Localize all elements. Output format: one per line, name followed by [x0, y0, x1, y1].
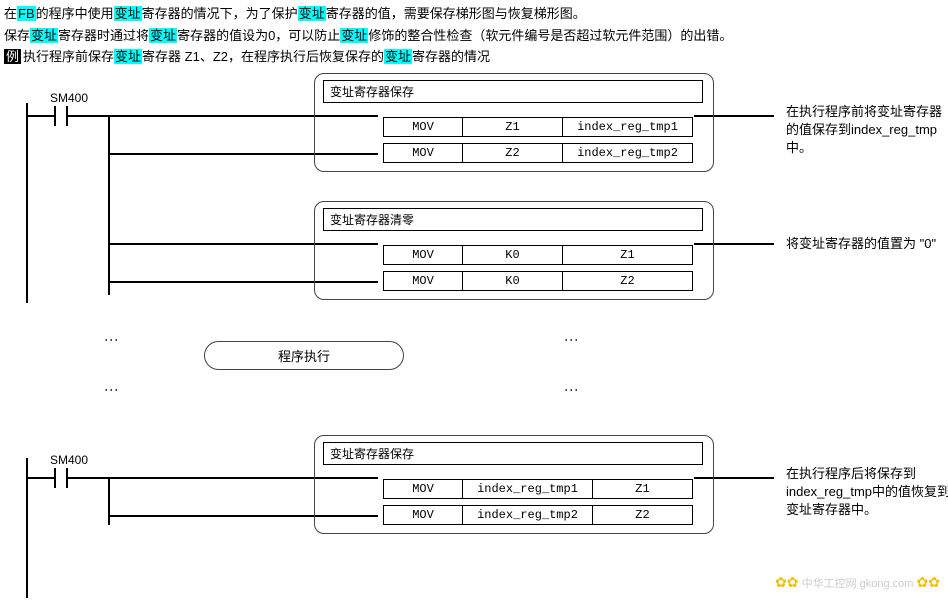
- wire: [108, 115, 110, 295]
- ladder-diagram: SM400 变址寄存器保存 MOV Z1 index_reg_tmp1 MOV …: [4, 73, 944, 593]
- instruction-row: MOV index_reg_tmp2 Z2: [383, 505, 705, 525]
- watermark: ✿✿ 中华工控网 gkong.com ✿✿: [775, 574, 940, 591]
- hl: 变址: [149, 28, 177, 43]
- instruction-row: MOV Z1 index_reg_tmp1: [383, 117, 705, 137]
- t: 寄存器 Z1、Z2，在程序执行后恢复保存的: [142, 49, 384, 64]
- op: MOV: [383, 271, 463, 291]
- dst: Z2: [563, 271, 693, 291]
- contact-label-sm400: SM400: [50, 453, 88, 467]
- annotation: 在执行程序前将变址寄存器的值保存到index_reg_tmp中。: [786, 103, 948, 158]
- t: 寄存器的值，需要保存梯形图与恢复梯形图。: [326, 6, 586, 21]
- hl: 变址: [340, 28, 368, 43]
- dst: index_reg_tmp2: [563, 143, 693, 163]
- t: 寄存器的情况下，为了保护: [142, 6, 298, 21]
- wire: [28, 115, 54, 117]
- intro-line-1: 在FB的程序中使用变址寄存器的情况下，为了保护变址寄存器的值，需要保存梯形图与恢…: [4, 4, 944, 24]
- t: 寄存器的值设为0，可以防止: [177, 28, 340, 43]
- wire: [68, 477, 108, 479]
- contact-label-sm400: SM400: [50, 91, 88, 105]
- src: K0: [463, 271, 563, 291]
- left-rail: [26, 458, 28, 598]
- dst: Z2: [593, 505, 693, 525]
- t: 在: [4, 6, 17, 21]
- op: MOV: [383, 479, 463, 499]
- instruction-row: MOV K0 Z1: [383, 245, 705, 265]
- hl: 变址: [30, 28, 58, 43]
- group-restore: 变址寄存器保存 MOV index_reg_tmp1 Z1 MOV index_…: [314, 435, 714, 534]
- ellipsis: ⋮: [564, 333, 580, 351]
- hl: FB: [17, 6, 36, 21]
- ellipsis: ⋮: [104, 383, 120, 401]
- group-title: 变址寄存器保存: [323, 442, 703, 465]
- intro-line-2: 保存变址寄存器时通过将变址寄存器的值设为0，可以防止变址修饰的整合性检查（软元件…: [4, 26, 944, 46]
- group-title: 变址寄存器保存: [323, 80, 703, 103]
- t: 的程序中使用: [36, 6, 114, 21]
- annotation: 在执行程序后将保存到index_reg_tmp中的值恢复到变址寄存器中。: [786, 465, 948, 520]
- annotation: 将变址寄存器的值置为 "0": [786, 235, 948, 253]
- op: MOV: [383, 245, 463, 265]
- instruction-row: MOV Z2 index_reg_tmp2: [383, 143, 705, 163]
- gear-icon: ✿: [775, 574, 787, 591]
- exec-box: 程序执行: [204, 341, 404, 370]
- dst: Z1: [563, 245, 693, 265]
- wire: [28, 477, 54, 479]
- contact-sm400: [54, 106, 68, 126]
- instruction-row: MOV index_reg_tmp1 Z1: [383, 479, 705, 499]
- op: MOV: [383, 117, 463, 137]
- group-save: 变址寄存器保存 MOV Z1 index_reg_tmp1 MOV Z2 ind…: [314, 73, 714, 172]
- t: 执行程序前保存: [23, 49, 114, 64]
- wire: [108, 477, 110, 525]
- group-clear: 变址寄存器清零 MOV K0 Z1 MOV K0 Z2: [314, 201, 714, 300]
- src: index_reg_tmp2: [463, 505, 593, 525]
- gear-icon: ✿: [917, 574, 929, 591]
- hl: 变址: [298, 6, 326, 21]
- op: MOV: [383, 505, 463, 525]
- watermark-text: 中华工控网 gkong.com: [802, 578, 914, 590]
- wire: [68, 115, 108, 117]
- gear-icon: ✿: [928, 574, 940, 591]
- t: 寄存器时通过将: [58, 28, 149, 43]
- op: MOV: [383, 143, 463, 163]
- dst: index_reg_tmp1: [563, 117, 693, 137]
- hl: 变址: [384, 49, 412, 64]
- t: 保存: [4, 28, 30, 43]
- hl: 变址: [114, 6, 142, 21]
- src: index_reg_tmp1: [463, 479, 593, 499]
- group-title: 变址寄存器清零: [323, 208, 703, 231]
- src: Z1: [463, 117, 563, 137]
- ellipsis: ⋮: [104, 333, 120, 351]
- t: 寄存器的情况: [412, 49, 490, 64]
- hl: 变址: [114, 49, 142, 64]
- dst: Z1: [593, 479, 693, 499]
- contact-sm400: [54, 468, 68, 488]
- intro-line-3: 例执行程序前保存变址寄存器 Z1、Z2，在程序执行后恢复保存的变址寄存器的情况: [4, 47, 944, 67]
- gear-icon: ✿: [787, 574, 799, 591]
- example-tag: 例: [4, 49, 21, 64]
- instruction-row: MOV K0 Z2: [383, 271, 705, 291]
- left-rail: [26, 103, 28, 303]
- src: K0: [463, 245, 563, 265]
- src: Z2: [463, 143, 563, 163]
- t: 修饰的整合性检查（软元件编号是否超过软元件范围）的出错。: [368, 28, 732, 43]
- ellipsis: ⋮: [564, 383, 580, 401]
